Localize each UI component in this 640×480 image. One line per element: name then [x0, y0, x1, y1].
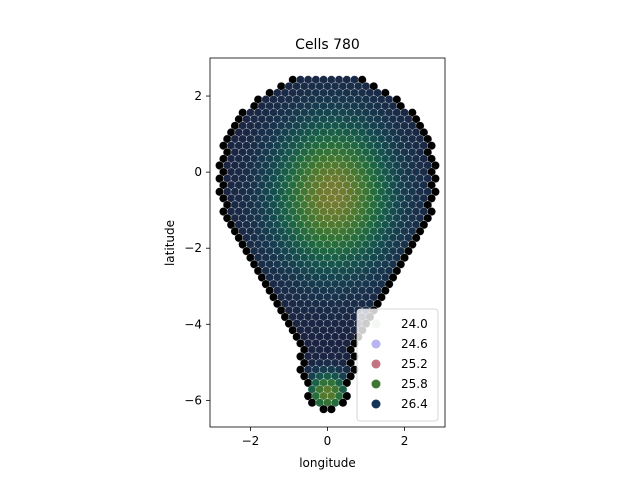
x-tick-label: −2 — [242, 434, 260, 448]
y-axis-ticks: −6 −4 −2 0 2 — [184, 89, 210, 407]
data-point — [342, 391, 352, 401]
data-point — [407, 240, 417, 249]
data-point — [369, 82, 379, 91]
legend-label: 26.4 — [401, 397, 428, 411]
legend-marker — [371, 359, 381, 369]
data-point — [423, 134, 433, 144]
data-point — [431, 174, 440, 183]
data-point — [319, 404, 328, 414]
data-point — [427, 141, 436, 151]
data-point — [411, 114, 421, 124]
legend-marker — [371, 339, 381, 349]
data-point — [357, 75, 367, 85]
points-layer — [215, 75, 440, 414]
legend-label: 25.8 — [401, 377, 428, 391]
legend-label: 24.6 — [401, 337, 428, 351]
data-point — [373, 299, 382, 309]
data-point — [419, 220, 429, 230]
legend-box — [356, 308, 439, 422]
data-point — [427, 154, 436, 164]
data-point — [396, 101, 406, 111]
data-point — [346, 345, 355, 355]
x-axis-label: longitude — [299, 456, 356, 470]
legend-marker — [371, 319, 381, 329]
data-point — [423, 200, 433, 210]
data-point — [346, 358, 355, 368]
data-point — [384, 279, 394, 289]
data-point — [388, 273, 398, 282]
data-point — [404, 246, 413, 256]
data-point — [415, 121, 425, 131]
legend-marker — [371, 379, 381, 389]
legend-marker — [371, 399, 381, 409]
data-point — [427, 194, 436, 203]
data-point — [380, 88, 390, 98]
data-point — [400, 253, 409, 263]
chart-title: Cells 780 — [295, 37, 360, 53]
data-point — [342, 378, 352, 388]
data-point — [327, 404, 336, 414]
y-tick-label: 2 — [194, 89, 202, 103]
data-point — [431, 187, 440, 197]
data-point — [431, 161, 440, 170]
y-tick-label: −4 — [184, 317, 202, 331]
data-point — [392, 266, 402, 276]
x-tick-label: 0 — [324, 434, 332, 448]
y-axis-label: latitude — [163, 220, 177, 266]
legend-label: 24.0 — [401, 317, 428, 331]
data-point — [377, 292, 386, 302]
data-point — [411, 233, 421, 243]
data-point — [338, 398, 348, 408]
data-point — [380, 286, 390, 295]
data-point — [427, 167, 436, 177]
data-point — [415, 226, 425, 236]
data-point — [419, 128, 429, 137]
data-point — [392, 95, 402, 104]
data-point — [427, 207, 436, 216]
y-tick-label: 0 — [194, 165, 202, 179]
y-tick-label: −6 — [184, 393, 202, 407]
data-point — [396, 259, 406, 269]
data-point — [346, 371, 355, 381]
y-tick-label: −2 — [184, 241, 202, 255]
legend: 24.0 24.6 25.2 25.8 26.4 — [356, 308, 439, 422]
x-tick-label: 2 — [401, 434, 409, 448]
data-point — [423, 213, 433, 223]
data-point — [423, 147, 433, 157]
data-point — [307, 398, 317, 408]
data-point — [427, 180, 436, 190]
data-point — [338, 385, 348, 394]
data-point — [407, 108, 417, 118]
legend-label: 25.2 — [401, 357, 428, 371]
x-axis-ticks: −2 0 2 — [242, 427, 409, 448]
